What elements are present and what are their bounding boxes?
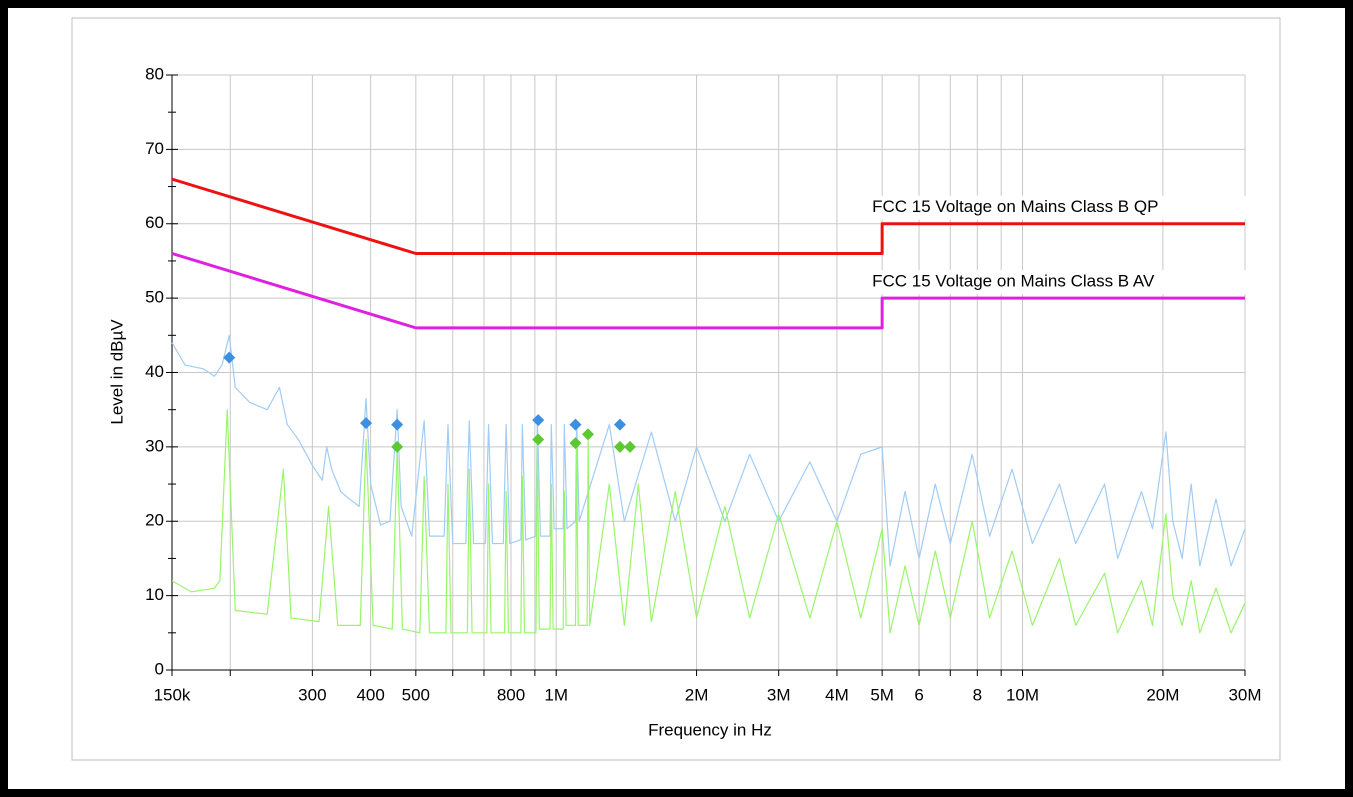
peak-marker [391,418,404,431]
trace [171,409,1246,634]
limit-label: FCC 15 Voltage on Mains Class B AV [872,272,1155,291]
peak-marker [391,440,404,453]
peak-marker [624,440,637,453]
limit-line [171,252,1245,330]
x-tick-label: 300 [298,685,326,704]
peak-marker [360,417,373,430]
label-bg [870,270,1251,295]
y-tick-label: 80 [145,64,164,83]
peak-marker [223,351,236,364]
y-tick-label: 20 [145,511,164,530]
y-tick-label: 30 [145,436,164,455]
x-tick-label: 6 [914,685,923,704]
x-tick-label: 150k [154,685,191,704]
x-tick-label: 3M [767,685,791,704]
x-tick-label: 4M [825,685,849,704]
x-axis-label: Frequency in Hz [648,720,772,739]
peak-marker [569,418,582,431]
limit-line [171,177,1245,255]
x-tick-label: 400 [356,685,384,704]
peak-marker [532,433,545,446]
y-tick-label: 50 [145,288,164,307]
x-tick-label: 5M [870,685,894,704]
y-tick-label: 40 [145,362,164,381]
label-bg [870,195,1251,220]
y-tick-label: 0 [155,659,164,678]
limit-label: FCC 15 Voltage on Mains Class B QP [872,197,1158,216]
x-tick-label: 2M [685,685,709,704]
peak-marker [532,414,545,427]
x-tick-label: 30M [1228,685,1261,704]
x-tick-label: 500 [402,685,430,704]
peak-marker [581,428,594,441]
x-tick-label: 20M [1146,685,1179,704]
y-axis-label: Level in dBµV [107,319,126,425]
panel [71,17,1281,761]
x-tick-label: 800 [497,685,525,704]
peak-marker [569,437,582,450]
peak-marker [613,418,626,431]
peak-marker [613,440,626,453]
x-tick-label: 10M [1006,685,1039,704]
x-tick-label: 1M [544,685,568,704]
y-tick-label: 10 [145,585,164,604]
y-tick-label: 60 [145,213,164,232]
trace [171,334,1246,567]
y-tick-label: 70 [145,139,164,158]
x-tick-label: 8 [973,685,982,704]
